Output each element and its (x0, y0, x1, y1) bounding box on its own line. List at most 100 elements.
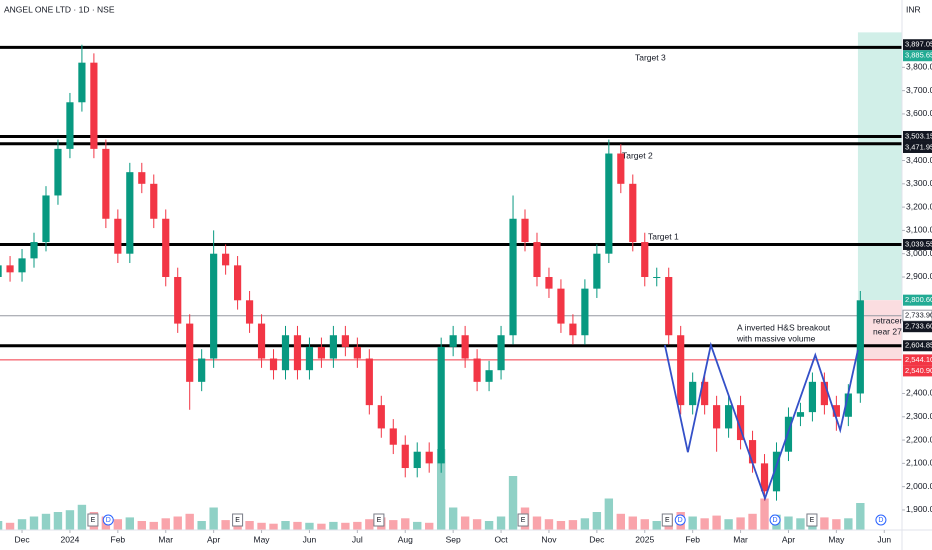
event-label: D (773, 517, 778, 524)
x-tick-label: Feb (685, 534, 700, 544)
annotation: with massive volume (736, 333, 816, 343)
candle-body (748, 440, 757, 464)
x-tick-label: Jul (352, 534, 363, 544)
y-tick-label: 2,900.00 (906, 271, 932, 281)
candle-body (796, 412, 805, 417)
plot-area: Target 3 Target 2 Target 1 A inverted H&S b… (0, 32, 912, 530)
candle-body (377, 405, 385, 429)
y-tick-label: 3,600.00 (906, 108, 932, 118)
chart-title: ANGEL ONE LTD · 1D · NSE (4, 4, 115, 14)
candle-body (772, 451, 781, 492)
level-label-bg (903, 238, 932, 250)
candle-body (641, 242, 649, 277)
level-label-bg (903, 294, 932, 306)
candle-body (186, 323, 194, 382)
candle-body (581, 288, 589, 336)
y-tick-label: 2,300.00 (906, 411, 932, 421)
volume-bar (221, 520, 230, 530)
x-tick-label: May (828, 534, 845, 544)
volume-bar (688, 516, 697, 530)
candle-body (293, 335, 302, 371)
volume-bar (544, 519, 554, 530)
candle-body (461, 335, 469, 359)
volume-bar (448, 507, 458, 530)
candle-body (78, 62, 86, 103)
volume-bar (329, 521, 338, 530)
volume-bar (113, 519, 123, 530)
volume-bar (317, 523, 326, 530)
annotation: near 2733 (873, 326, 912, 336)
candle-body (54, 148, 62, 196)
candle-body (138, 172, 146, 184)
x-tick-label: Mar (733, 534, 748, 544)
candle-body (126, 172, 134, 254)
candle-body (473, 358, 481, 382)
volume-bar (77, 504, 87, 530)
candle-body (425, 451, 433, 464)
level-label: 2,540.90 (905, 366, 932, 375)
volume-bar (508, 476, 518, 530)
candle-body (437, 346, 445, 464)
volume-bar (844, 518, 853, 530)
x-tick-label: 2024 (60, 534, 79, 544)
volume-bar (209, 507, 218, 530)
axes: 3,800.00 3,700.00 3,600.00 3,400.00 3,300.00… (14, 39, 932, 544)
level-label-bg (903, 50, 932, 62)
volume-bar (784, 516, 793, 530)
event-label: D (106, 517, 111, 524)
volume-bar (640, 519, 649, 530)
level-label-bg (903, 321, 932, 333)
candle-body (0, 265, 2, 277)
candle-body (497, 335, 505, 371)
volume-bar (29, 516, 39, 530)
candle-body (844, 393, 852, 417)
candle-body (329, 335, 337, 359)
candle-body (677, 335, 685, 406)
volume-bar (484, 521, 494, 530)
annotation: Target 2 (622, 150, 653, 160)
x-tick-label: Sep (446, 534, 461, 544)
event-icon (806, 513, 818, 527)
event-label: E (235, 517, 240, 524)
candle-body (856, 300, 864, 394)
volume-bar (460, 516, 470, 530)
volume-bar (472, 519, 482, 530)
volume-bar (616, 513, 626, 530)
event-label: D (878, 517, 883, 524)
level-label: 2,544.10 (905, 355, 932, 364)
volume-bar (197, 521, 206, 530)
volume-bar (436, 449, 446, 530)
event-label: E (665, 517, 670, 524)
level-label-bg (903, 39, 932, 51)
x-tick-label: Mar (158, 534, 173, 544)
candle-body (569, 323, 577, 336)
candle-body (545, 276, 553, 289)
candle-body (6, 265, 14, 273)
volume-bar (161, 518, 170, 530)
candle-body (150, 183, 158, 219)
candle-body (66, 102, 74, 149)
level-label-bg (903, 130, 932, 142)
volume-bar (125, 517, 135, 530)
candle-body (449, 335, 457, 347)
y-tick-label: 3,800.00 (906, 62, 932, 72)
volume-bar (17, 519, 27, 530)
level-label: 3,897.05 (905, 40, 932, 49)
candle-body (820, 381, 828, 406)
y-tick-label: 2,400.00 (906, 388, 932, 398)
volume-bar (724, 519, 733, 530)
volume-bar (496, 516, 506, 530)
candle-body (509, 218, 517, 336)
level-label: 2,604.85 (905, 341, 932, 350)
candle-body (198, 358, 206, 382)
candle-body (701, 381, 709, 406)
volume-bar (592, 512, 602, 530)
event-label: E (810, 517, 815, 524)
candle-body (521, 218, 529, 243)
candle-body (593, 253, 601, 289)
candle-body (317, 346, 326, 359)
candle-body (832, 405, 840, 417)
event-icon (517, 513, 529, 527)
